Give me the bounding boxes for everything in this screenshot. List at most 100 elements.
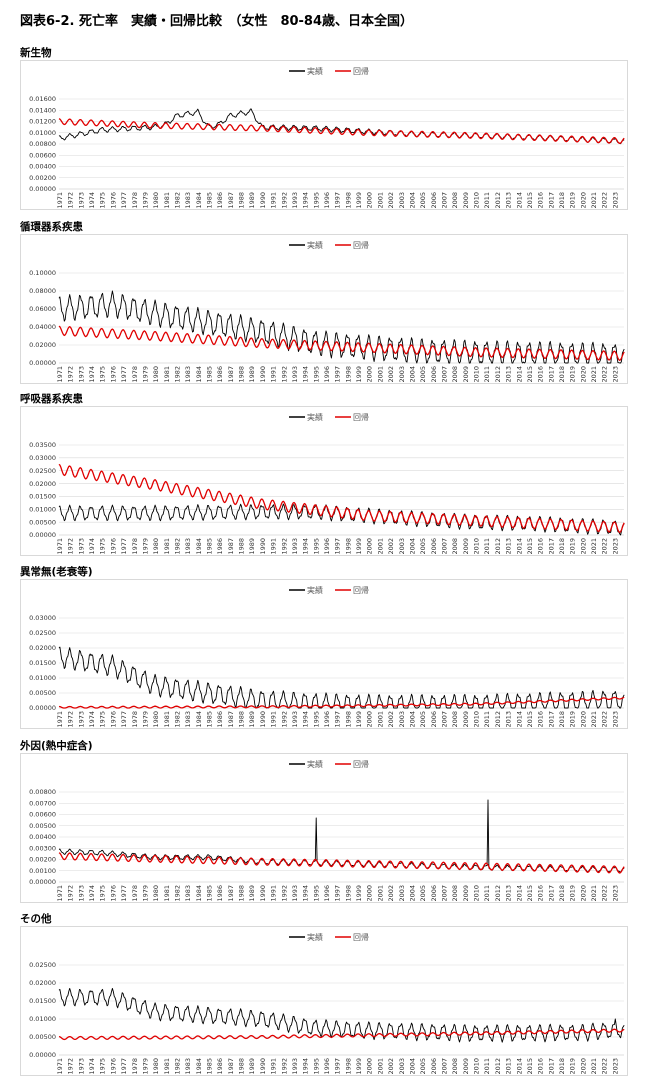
x-tick-label: 2001 xyxy=(376,538,384,555)
y-tick-label: 0.00000 xyxy=(29,704,56,712)
x-tick-label: 1993 xyxy=(291,192,299,209)
legend: 実績 回帰 xyxy=(289,932,369,942)
x-tick-label: 1971 xyxy=(56,1058,64,1075)
x-tick-label: 1977 xyxy=(120,366,128,383)
x-tick-label: 1980 xyxy=(152,1058,160,1075)
x-tick-label: 1981 xyxy=(163,366,171,383)
x-tick-label: 2007 xyxy=(440,366,448,383)
x-tick-label: 2012 xyxy=(494,711,502,728)
x-tick-label: 2010 xyxy=(473,366,481,383)
x-tick-label: 2007 xyxy=(440,1058,448,1075)
x-tick-label: 2019 xyxy=(569,192,577,209)
x-tick-label: 2012 xyxy=(494,192,502,209)
x-tick-label: 2002 xyxy=(387,192,395,209)
x-tick-label: 1976 xyxy=(109,885,117,902)
y-tick-label: 0.03000 xyxy=(29,454,56,462)
x-tick-label: 2006 xyxy=(430,1058,438,1075)
x-tick-label: 1974 xyxy=(88,885,96,902)
x-tick-label: 2023 xyxy=(611,885,619,902)
x-tick-label: 2019 xyxy=(569,885,577,902)
x-tick-label: 2012 xyxy=(494,538,502,555)
x-tick-label: 1973 xyxy=(77,711,85,728)
y-tick-label: 0.01200 xyxy=(29,118,56,126)
x-tick-label: 2016 xyxy=(537,366,545,383)
x-tick-label: 2021 xyxy=(590,192,598,209)
x-tick-label: 1992 xyxy=(280,366,288,383)
x-tick-label: 1995 xyxy=(312,538,320,555)
x-tick-label: 1990 xyxy=(259,1058,267,1075)
x-tick-label: 1985 xyxy=(206,885,214,902)
x-tick-label: 1978 xyxy=(131,711,139,728)
x-tick-label: 1999 xyxy=(355,192,363,209)
x-tick-label: 2002 xyxy=(387,711,395,728)
x-tick-label: 1977 xyxy=(120,192,128,209)
x-tick-label: 2008 xyxy=(451,192,459,209)
x-tick-label: 1982 xyxy=(173,192,181,209)
x-tick-label: 2000 xyxy=(366,538,374,555)
x-tick-label: 2002 xyxy=(387,885,395,902)
x-tick-label: 2003 xyxy=(398,885,406,902)
x-tick-label: 2012 xyxy=(494,366,502,383)
x-tick-label: 1978 xyxy=(131,366,139,383)
x-tick-label: 1995 xyxy=(312,366,320,383)
x-tick-label: 2005 xyxy=(419,192,427,209)
x-tick-label: 1992 xyxy=(280,711,288,728)
legend: 実績 回帰 xyxy=(289,240,369,250)
y-tick-label: 0.01000 xyxy=(29,674,56,682)
x-tick-label: 1984 xyxy=(195,1058,203,1075)
x-tick-label: 2022 xyxy=(601,192,609,209)
x-tick-label: 1976 xyxy=(109,538,117,555)
x-tick-label: 2001 xyxy=(376,192,384,209)
x-tick-label: 1971 xyxy=(56,711,64,728)
x-tick-label: 2016 xyxy=(537,538,545,555)
x-tick-label: 1981 xyxy=(163,192,171,209)
x-tick-label: 1994 xyxy=(302,1058,310,1075)
x-tick-label: 2016 xyxy=(537,885,545,902)
x-tick-label: 2019 xyxy=(569,538,577,555)
x-tick-label: 1990 xyxy=(259,366,267,383)
x-tick-label: 1983 xyxy=(184,711,192,728)
y-tick-label: 0.00000 xyxy=(29,185,56,193)
chart-panel: 実績 回帰 0.00000 0.00500 0.01000 0.01500 0.02000 0… xyxy=(20,579,628,729)
x-tick-label: 2017 xyxy=(547,885,555,902)
x-tick-label: 1988 xyxy=(238,711,246,728)
series-line-regression xyxy=(58,463,625,534)
x-tick-label: 1975 xyxy=(99,711,107,728)
x-tick-label: 1980 xyxy=(152,711,160,728)
x-tick-label: 2019 xyxy=(569,711,577,728)
legend-label-regression: 回帰 xyxy=(353,66,369,76)
chart-title: 異常無(老衰等) xyxy=(20,566,93,578)
x-tick-label: 1999 xyxy=(355,711,363,728)
x-tick-label: 1973 xyxy=(77,366,85,383)
x-tick-label: 1998 xyxy=(344,538,352,555)
series-line-regression xyxy=(58,118,625,145)
x-tick-label: 2011 xyxy=(483,1058,491,1075)
legend-label-regression: 回帰 xyxy=(353,240,369,250)
x-tick-label: 2014 xyxy=(515,192,523,209)
x-tick-label: 1997 xyxy=(334,366,342,383)
x-tick-label: 2007 xyxy=(440,711,448,728)
x-tick-label: 1979 xyxy=(141,192,149,209)
series-line-regression xyxy=(58,1028,625,1041)
x-tick-label: 1991 xyxy=(270,192,278,209)
series-line-regression xyxy=(58,696,625,709)
legend-label-actual: 実績 xyxy=(307,412,323,422)
x-tick-label: 1978 xyxy=(131,1058,139,1075)
x-tick-label: 1975 xyxy=(99,538,107,555)
y-tick-label: 0.01500 xyxy=(29,997,56,1005)
x-tick-label: 1985 xyxy=(206,711,214,728)
x-tick-label: 1995 xyxy=(312,711,320,728)
x-tick-label: 2022 xyxy=(601,366,609,383)
x-tick-label: 2023 xyxy=(611,538,619,555)
x-tick-label: 1980 xyxy=(152,366,160,383)
x-tick-label: 1985 xyxy=(206,538,214,555)
x-tick-label: 1988 xyxy=(238,366,246,383)
x-tick-label: 1987 xyxy=(227,192,235,209)
x-tick-label: 1973 xyxy=(77,1058,85,1075)
x-tick-label: 2010 xyxy=(473,885,481,902)
x-tick-label: 1981 xyxy=(163,711,171,728)
legend-label-regression: 回帰 xyxy=(353,932,369,942)
x-tick-label: 1977 xyxy=(120,885,128,902)
x-tick-label: 2009 xyxy=(462,192,470,209)
x-tick-label: 2010 xyxy=(473,1058,481,1075)
